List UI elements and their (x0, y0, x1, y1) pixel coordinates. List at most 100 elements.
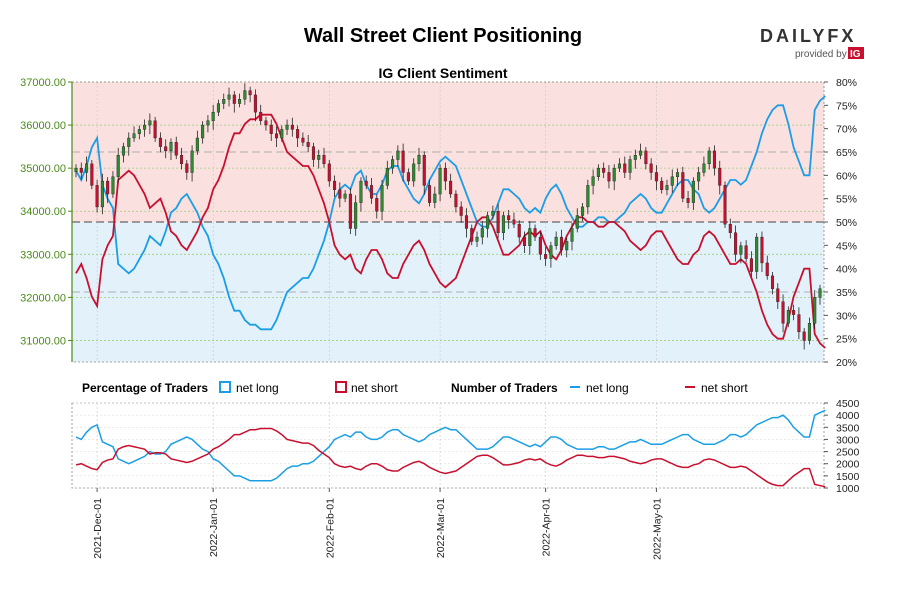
candle (755, 233, 759, 279)
candle-body (755, 236, 759, 272)
candle-body (180, 155, 184, 165)
candle (617, 158, 622, 173)
candle (596, 164, 600, 181)
candle-body (628, 159, 632, 173)
candle-body (617, 163, 622, 169)
candle (169, 138, 173, 160)
candle-body (259, 111, 263, 121)
date-axis: 2021-Dec-01 2022-Jan-01 2022-Feb-01 2022-Ma… (92, 488, 663, 560)
candle (343, 190, 347, 203)
candle-body (422, 155, 426, 186)
candle-body (132, 133, 136, 139)
candle (591, 169, 595, 195)
candle-body (222, 99, 226, 104)
candle (148, 113, 152, 135)
candle-body (269, 124, 273, 134)
net-short-count-line (75, 427, 826, 488)
candle-body (111, 176, 115, 195)
candle-body (369, 185, 374, 199)
candle (338, 182, 342, 208)
x-axis-label: 2022-Feb-01 (324, 498, 336, 558)
candle-body (718, 167, 722, 186)
candle (728, 218, 732, 239)
candle-body (670, 176, 674, 186)
candle-body (781, 301, 785, 324)
right-axis-label: 25% (836, 334, 857, 346)
candle (391, 155, 395, 174)
candle-body (380, 185, 384, 212)
candle (697, 166, 701, 191)
candle-body (691, 180, 695, 203)
price-sentiment-plot: 31000.00 32000.00 33000.00 34000.00 35000.00… (20, 77, 857, 369)
candle (475, 231, 479, 247)
candle (95, 179, 99, 213)
candle (428, 179, 432, 207)
candle (227, 87, 231, 107)
candle-body (486, 215, 490, 229)
candle (253, 89, 257, 122)
candle (496, 203, 500, 239)
candle-body (807, 323, 811, 341)
x-axis-label: 2022-May-01 (651, 498, 663, 560)
candle (538, 231, 542, 260)
candle (201, 121, 205, 144)
candle (317, 149, 321, 169)
candle-body (760, 236, 764, 264)
candle-body (443, 167, 447, 182)
candle (216, 99, 220, 117)
net-short-pct-line (75, 113, 826, 349)
candle (290, 117, 294, 137)
x-axis-label: 2022-Apr-01 (541, 498, 553, 557)
candle (554, 231, 558, 250)
candle (380, 179, 384, 221)
x-axis-label: 2022-Jan-01 (208, 498, 220, 557)
candle (565, 237, 569, 258)
candle (712, 145, 716, 176)
candle-body (243, 90, 247, 100)
candle-body (533, 228, 537, 238)
brand-logo: DAILYFX provided by IG (760, 26, 864, 60)
candle (364, 175, 368, 190)
candle-body (538, 236, 542, 255)
candle-body (686, 198, 690, 203)
candle (723, 181, 727, 229)
right-axis-label: 75% (836, 100, 857, 112)
legend-pct-long-swatch (219, 381, 231, 393)
subplot-axis-label: 2000 (836, 459, 860, 471)
right-axis-label: 80% (836, 77, 857, 89)
candle (174, 136, 178, 160)
candle (507, 209, 511, 229)
candle (691, 177, 695, 210)
candle (280, 125, 284, 142)
right-axis-label: 35% (836, 287, 857, 299)
candle-body (406, 172, 410, 182)
left-axis-label: 31000.00 (20, 335, 66, 347)
candle-body (528, 228, 532, 246)
candle (702, 156, 706, 177)
candle (417, 147, 421, 172)
subplot-axis-label: 1000 (836, 483, 860, 495)
subplot-axis-label: 1500 (836, 471, 860, 483)
candle-body (786, 310, 790, 324)
candle-body (702, 163, 706, 173)
candle (180, 147, 184, 170)
candle (464, 208, 468, 238)
candle (190, 145, 194, 182)
candle-body (322, 155, 326, 165)
candle-body (544, 254, 548, 259)
candle-body (285, 124, 289, 130)
candle (559, 229, 563, 256)
brand-partner: IG (850, 49, 861, 60)
candle-body (121, 146, 126, 156)
candle-body (417, 155, 421, 165)
candle-body (765, 262, 769, 277)
candle-body (79, 167, 83, 173)
candle (153, 116, 157, 142)
right-axis-label: 40% (836, 264, 857, 276)
candle (718, 160, 722, 195)
candle-body (438, 167, 442, 195)
candle-body (343, 193, 347, 199)
candle-body (676, 172, 680, 177)
candle-body (164, 146, 168, 152)
